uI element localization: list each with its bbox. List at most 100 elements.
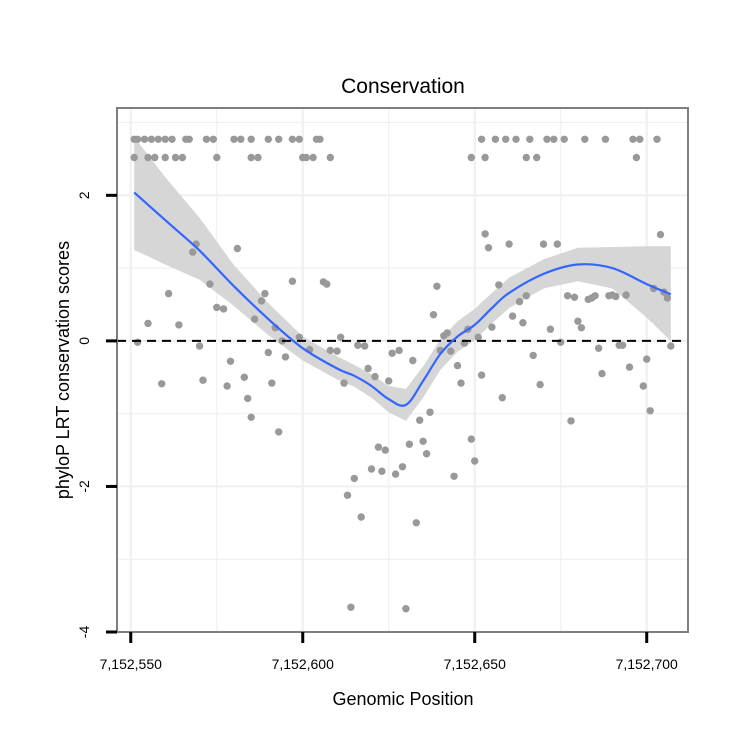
data-point — [226, 357, 235, 365]
data-point — [550, 135, 558, 143]
data-point — [213, 303, 221, 312]
data-point — [643, 355, 651, 363]
data-point — [488, 323, 496, 331]
data-point — [164, 289, 173, 298]
data-point — [457, 379, 465, 387]
data-point — [632, 153, 641, 162]
data-point — [133, 135, 142, 143]
data-point — [594, 344, 603, 352]
data-point — [656, 230, 665, 239]
data-point — [412, 519, 420, 527]
data-point — [484, 244, 493, 252]
data-point — [275, 135, 283, 143]
y-axis-label: phyloP LRT conservation scores — [53, 241, 73, 499]
data-point — [577, 324, 586, 332]
data-point — [450, 472, 458, 480]
smooth-curve — [133, 191, 672, 407]
chart-title: Conservation — [341, 75, 465, 98]
data-point — [625, 363, 634, 371]
data-point — [213, 153, 221, 162]
data-point — [250, 315, 259, 323]
x-axis: 7,152,550 7,152,600 7,152,650 7,152,700 — [100, 632, 678, 672]
data-point — [161, 135, 169, 143]
data-point — [257, 297, 266, 305]
data-point — [570, 293, 579, 301]
data-point — [288, 135, 297, 143]
data-point — [447, 347, 455, 355]
data-point — [151, 153, 159, 162]
data-point — [144, 153, 152, 162]
data-point — [381, 446, 389, 454]
data-point — [526, 135, 534, 143]
data-point — [168, 135, 176, 143]
data-point — [189, 248, 197, 256]
data-point — [275, 428, 283, 436]
data-point — [374, 443, 383, 451]
x-tick-label: 7,152,650 — [444, 656, 506, 672]
data-point — [515, 297, 524, 306]
y-tick-label: -2 — [76, 480, 92, 493]
data-point — [316, 135, 324, 143]
data-point — [646, 407, 654, 415]
data-point — [264, 135, 272, 143]
data-point — [350, 474, 358, 483]
data-point — [388, 349, 396, 357]
y-tick-label: 2 — [76, 191, 92, 199]
data-point — [477, 135, 486, 143]
data-point — [154, 135, 162, 143]
data-point — [333, 347, 341, 355]
data-point — [371, 372, 379, 381]
data-point — [560, 135, 568, 143]
data-point — [495, 281, 503, 289]
data-point — [409, 356, 417, 365]
data-point — [512, 135, 520, 143]
data-point — [667, 342, 675, 350]
data-point — [175, 321, 183, 329]
data-point — [281, 353, 290, 361]
data-point — [326, 346, 334, 355]
data-point — [133, 338, 142, 346]
data-point — [522, 153, 530, 162]
data-point — [467, 435, 475, 443]
confidence-band — [134, 137, 671, 421]
data-point — [567, 417, 575, 425]
data-point — [247, 153, 255, 162]
data-point — [601, 135, 610, 143]
data-point — [240, 373, 248, 381]
x-tick-label: 7,152,700 — [616, 656, 678, 672]
data-point — [336, 333, 345, 341]
y-axis: 2 0 -2 -4 — [76, 191, 117, 638]
data-point — [295, 333, 303, 341]
data-point — [429, 311, 438, 319]
data-point — [340, 379, 348, 387]
data-point — [302, 153, 310, 162]
data-point — [323, 280, 331, 288]
data-point — [416, 416, 424, 424]
data-point — [618, 341, 627, 349]
data-point — [553, 240, 561, 248]
data-point — [343, 491, 352, 499]
data-point — [247, 413, 255, 421]
data-point — [536, 380, 544, 389]
data-point — [244, 394, 252, 403]
data-point — [367, 465, 376, 473]
data-point — [268, 379, 276, 387]
data-point — [467, 153, 475, 162]
data-point — [206, 280, 214, 288]
data-point — [539, 240, 548, 248]
data-point — [481, 153, 489, 162]
data-point — [522, 292, 530, 300]
data-point — [519, 319, 527, 327]
data-point — [405, 440, 414, 448]
smooth-line — [133, 191, 672, 407]
data-point — [354, 341, 362, 349]
data-point — [347, 603, 355, 611]
y-tick-label: 0 — [76, 337, 92, 345]
data-point — [391, 470, 400, 478]
data-point — [295, 135, 303, 143]
data-point — [426, 408, 434, 416]
data-point — [508, 312, 517, 320]
data-point — [254, 153, 262, 162]
data-point — [498, 394, 506, 402]
